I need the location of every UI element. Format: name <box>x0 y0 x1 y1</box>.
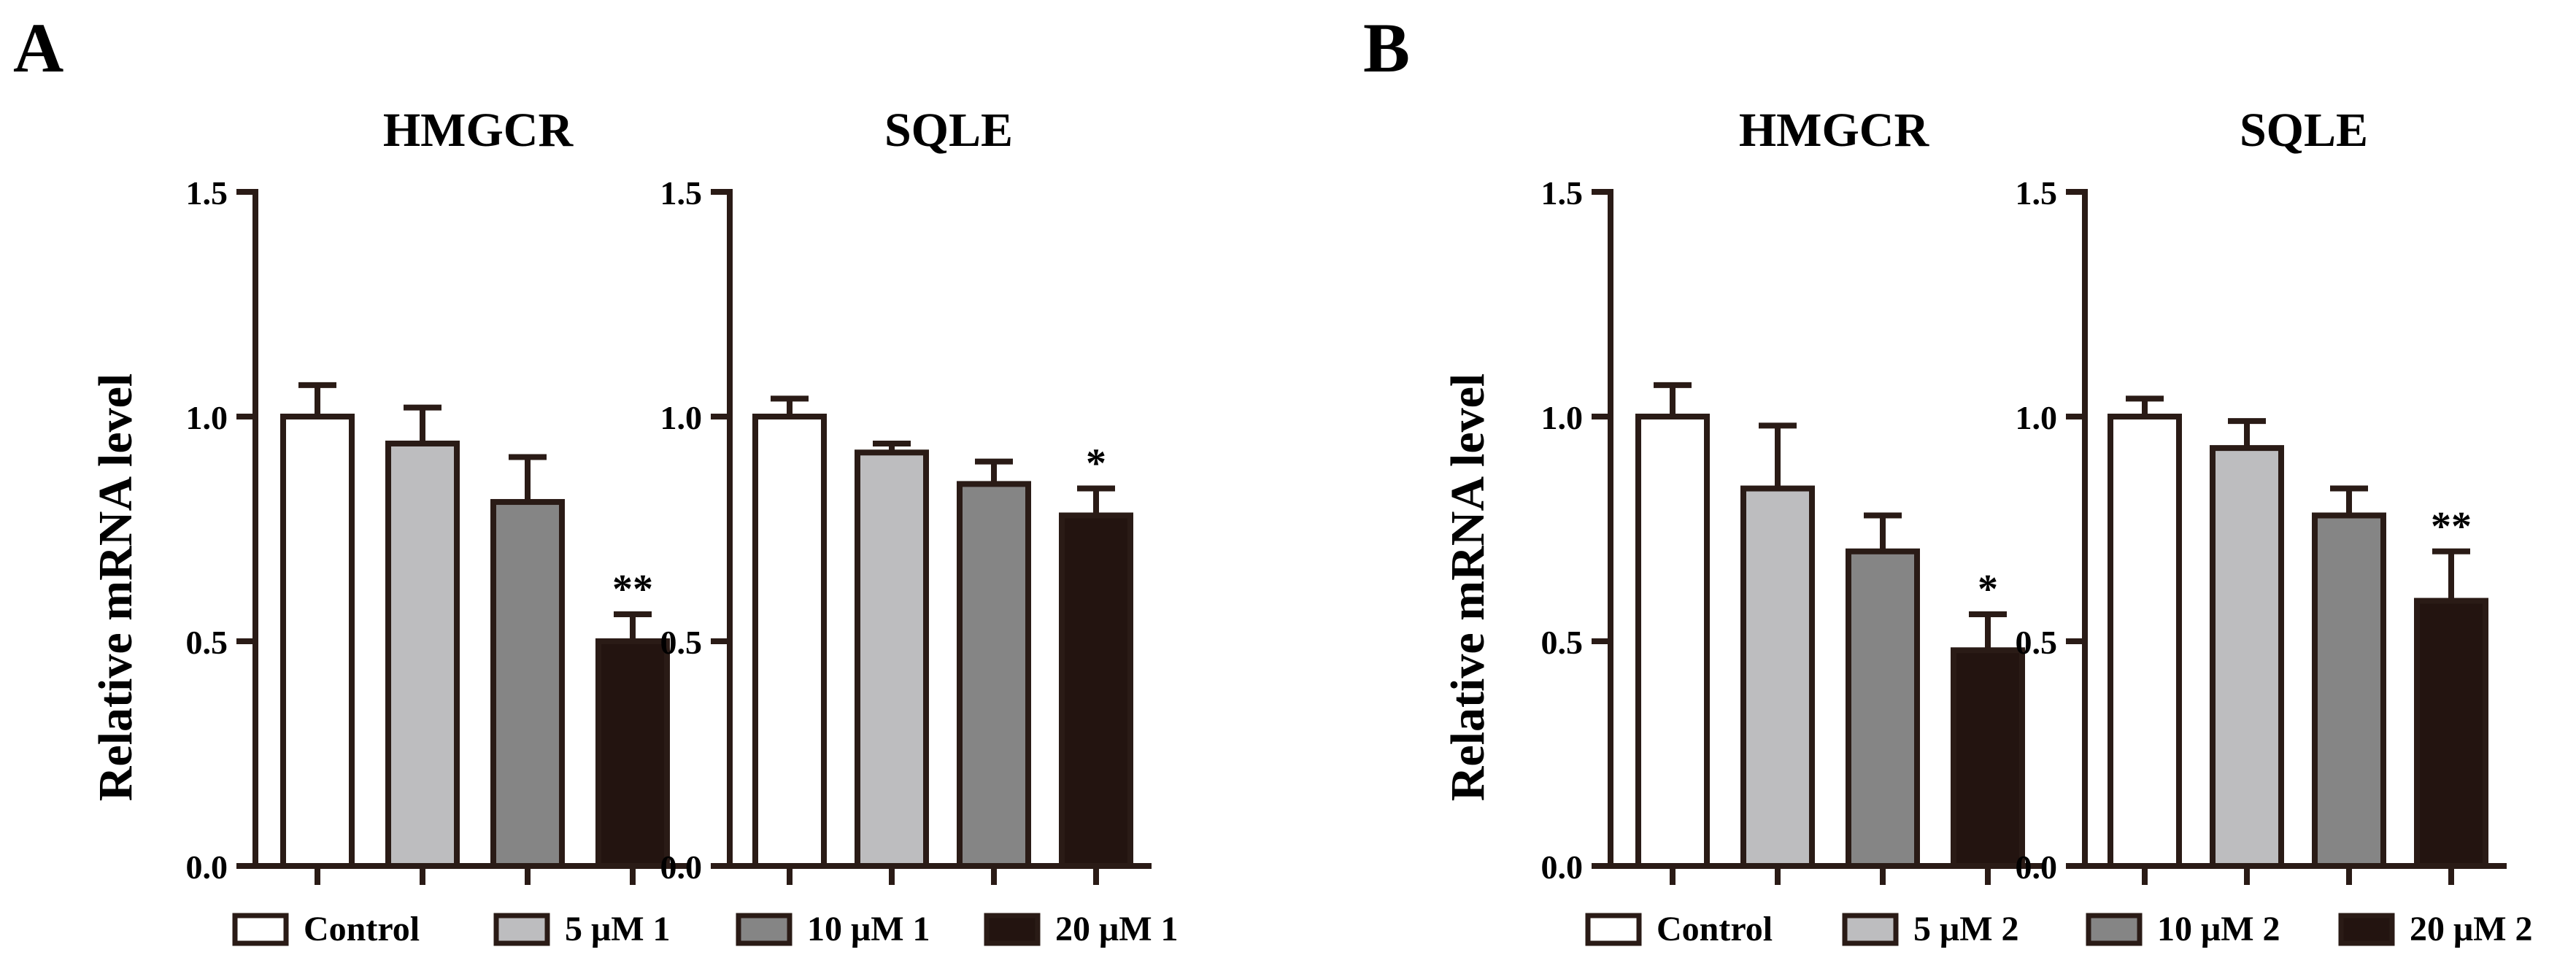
y-tick-label: 0.0 <box>2016 848 2058 886</box>
bar <box>957 481 1031 869</box>
legend-swatch <box>1842 913 1899 946</box>
significance-marker: * <box>1086 441 1106 487</box>
bar <box>595 638 670 869</box>
legend-label: 20 μM 2 <box>2410 910 2533 948</box>
panel-a-label: A <box>13 9 63 87</box>
bar <box>2210 445 2284 869</box>
legend-label: 10 μM 1 <box>807 910 930 948</box>
bar <box>1059 512 1133 870</box>
y-tick-label: 1.0 <box>660 399 703 436</box>
subplot-title: SQLE <box>2240 104 2368 157</box>
bar <box>855 449 929 869</box>
legend-a: Control 5 μM 1 10 μM 1 20 μM 1 <box>232 910 1179 948</box>
bar <box>490 499 565 869</box>
y-tick-label: 1.5 <box>1541 174 1584 212</box>
y-tick-label: 0.5 <box>2016 624 2058 661</box>
y-tick-label: 1.0 <box>186 399 228 436</box>
legend-swatch <box>1585 913 1642 946</box>
legend-label: Control <box>1657 910 1773 948</box>
legend-b: Control 5 μM 2 10 μM 2 20 μM 2 <box>1585 910 2533 948</box>
panel-b-ylabel: Relative mRNA level <box>1441 374 1495 802</box>
bar <box>280 414 355 869</box>
y-tick-label: 0.0 <box>1541 848 1584 886</box>
bar <box>1635 414 1710 869</box>
legend-swatch <box>232 913 289 946</box>
y-tick-label: 0.5 <box>660 624 703 661</box>
bar <box>2108 414 2182 869</box>
bar <box>1951 647 2025 869</box>
y-tick-label: 0.0 <box>660 848 703 886</box>
panel-b-label: B <box>1363 9 1410 87</box>
y-tick-label: 0.0 <box>186 848 228 886</box>
plot-b-hmgcr: HMGCR 0.0 0.5 1.0 1.5 * <box>1541 104 2045 886</box>
legend-label: 5 μM 1 <box>565 910 671 948</box>
y-tick-label: 1.0 <box>1541 399 1584 436</box>
bar <box>1740 485 1815 869</box>
significance-marker: ** <box>612 567 653 612</box>
bar <box>385 440 460 869</box>
legend-swatch <box>493 913 550 946</box>
bar <box>1846 548 1920 869</box>
plot-a-hmgcr: HMGCR 0.0 0.5 1.0 1.5 ** <box>186 104 690 886</box>
plot-b-sqle: SQLE 0.0 0.5 1.0 1.5 ** <box>2016 104 2507 886</box>
legend-swatch <box>736 913 793 946</box>
y-tick-label: 1.5 <box>2016 174 2058 212</box>
subplot-title: SQLE <box>884 104 1013 157</box>
y-tick-label: 1.5 <box>186 174 228 212</box>
bar <box>2414 597 2488 869</box>
y-tick-label: 0.5 <box>1541 624 1584 661</box>
legend-label: Control <box>304 910 420 948</box>
significance-marker: * <box>1978 567 1998 612</box>
y-tick-label: 0.5 <box>186 624 228 661</box>
significance-marker: ** <box>2431 504 2472 549</box>
legend-swatch <box>2086 913 2143 946</box>
bar <box>2312 512 2386 870</box>
legend-label: 20 μM 1 <box>1055 910 1179 948</box>
subplot-title: HMGCR <box>1739 104 1930 157</box>
panel-a-ylabel: Relative mRNA level <box>89 374 142 802</box>
legend-label: 5 μM 2 <box>1913 910 2019 948</box>
y-tick-label: 1.0 <box>2016 399 2058 436</box>
y-tick-label: 1.5 <box>660 174 703 212</box>
legend-swatch <box>2338 913 2395 946</box>
legend-label: 10 μM 2 <box>2157 910 2280 948</box>
subplot-title: HMGCR <box>383 104 574 157</box>
legend-swatch <box>984 913 1041 946</box>
plot-a-sqle: SQLE 0.0 0.5 1.0 1.5 * <box>660 104 1152 886</box>
bar <box>752 414 827 869</box>
